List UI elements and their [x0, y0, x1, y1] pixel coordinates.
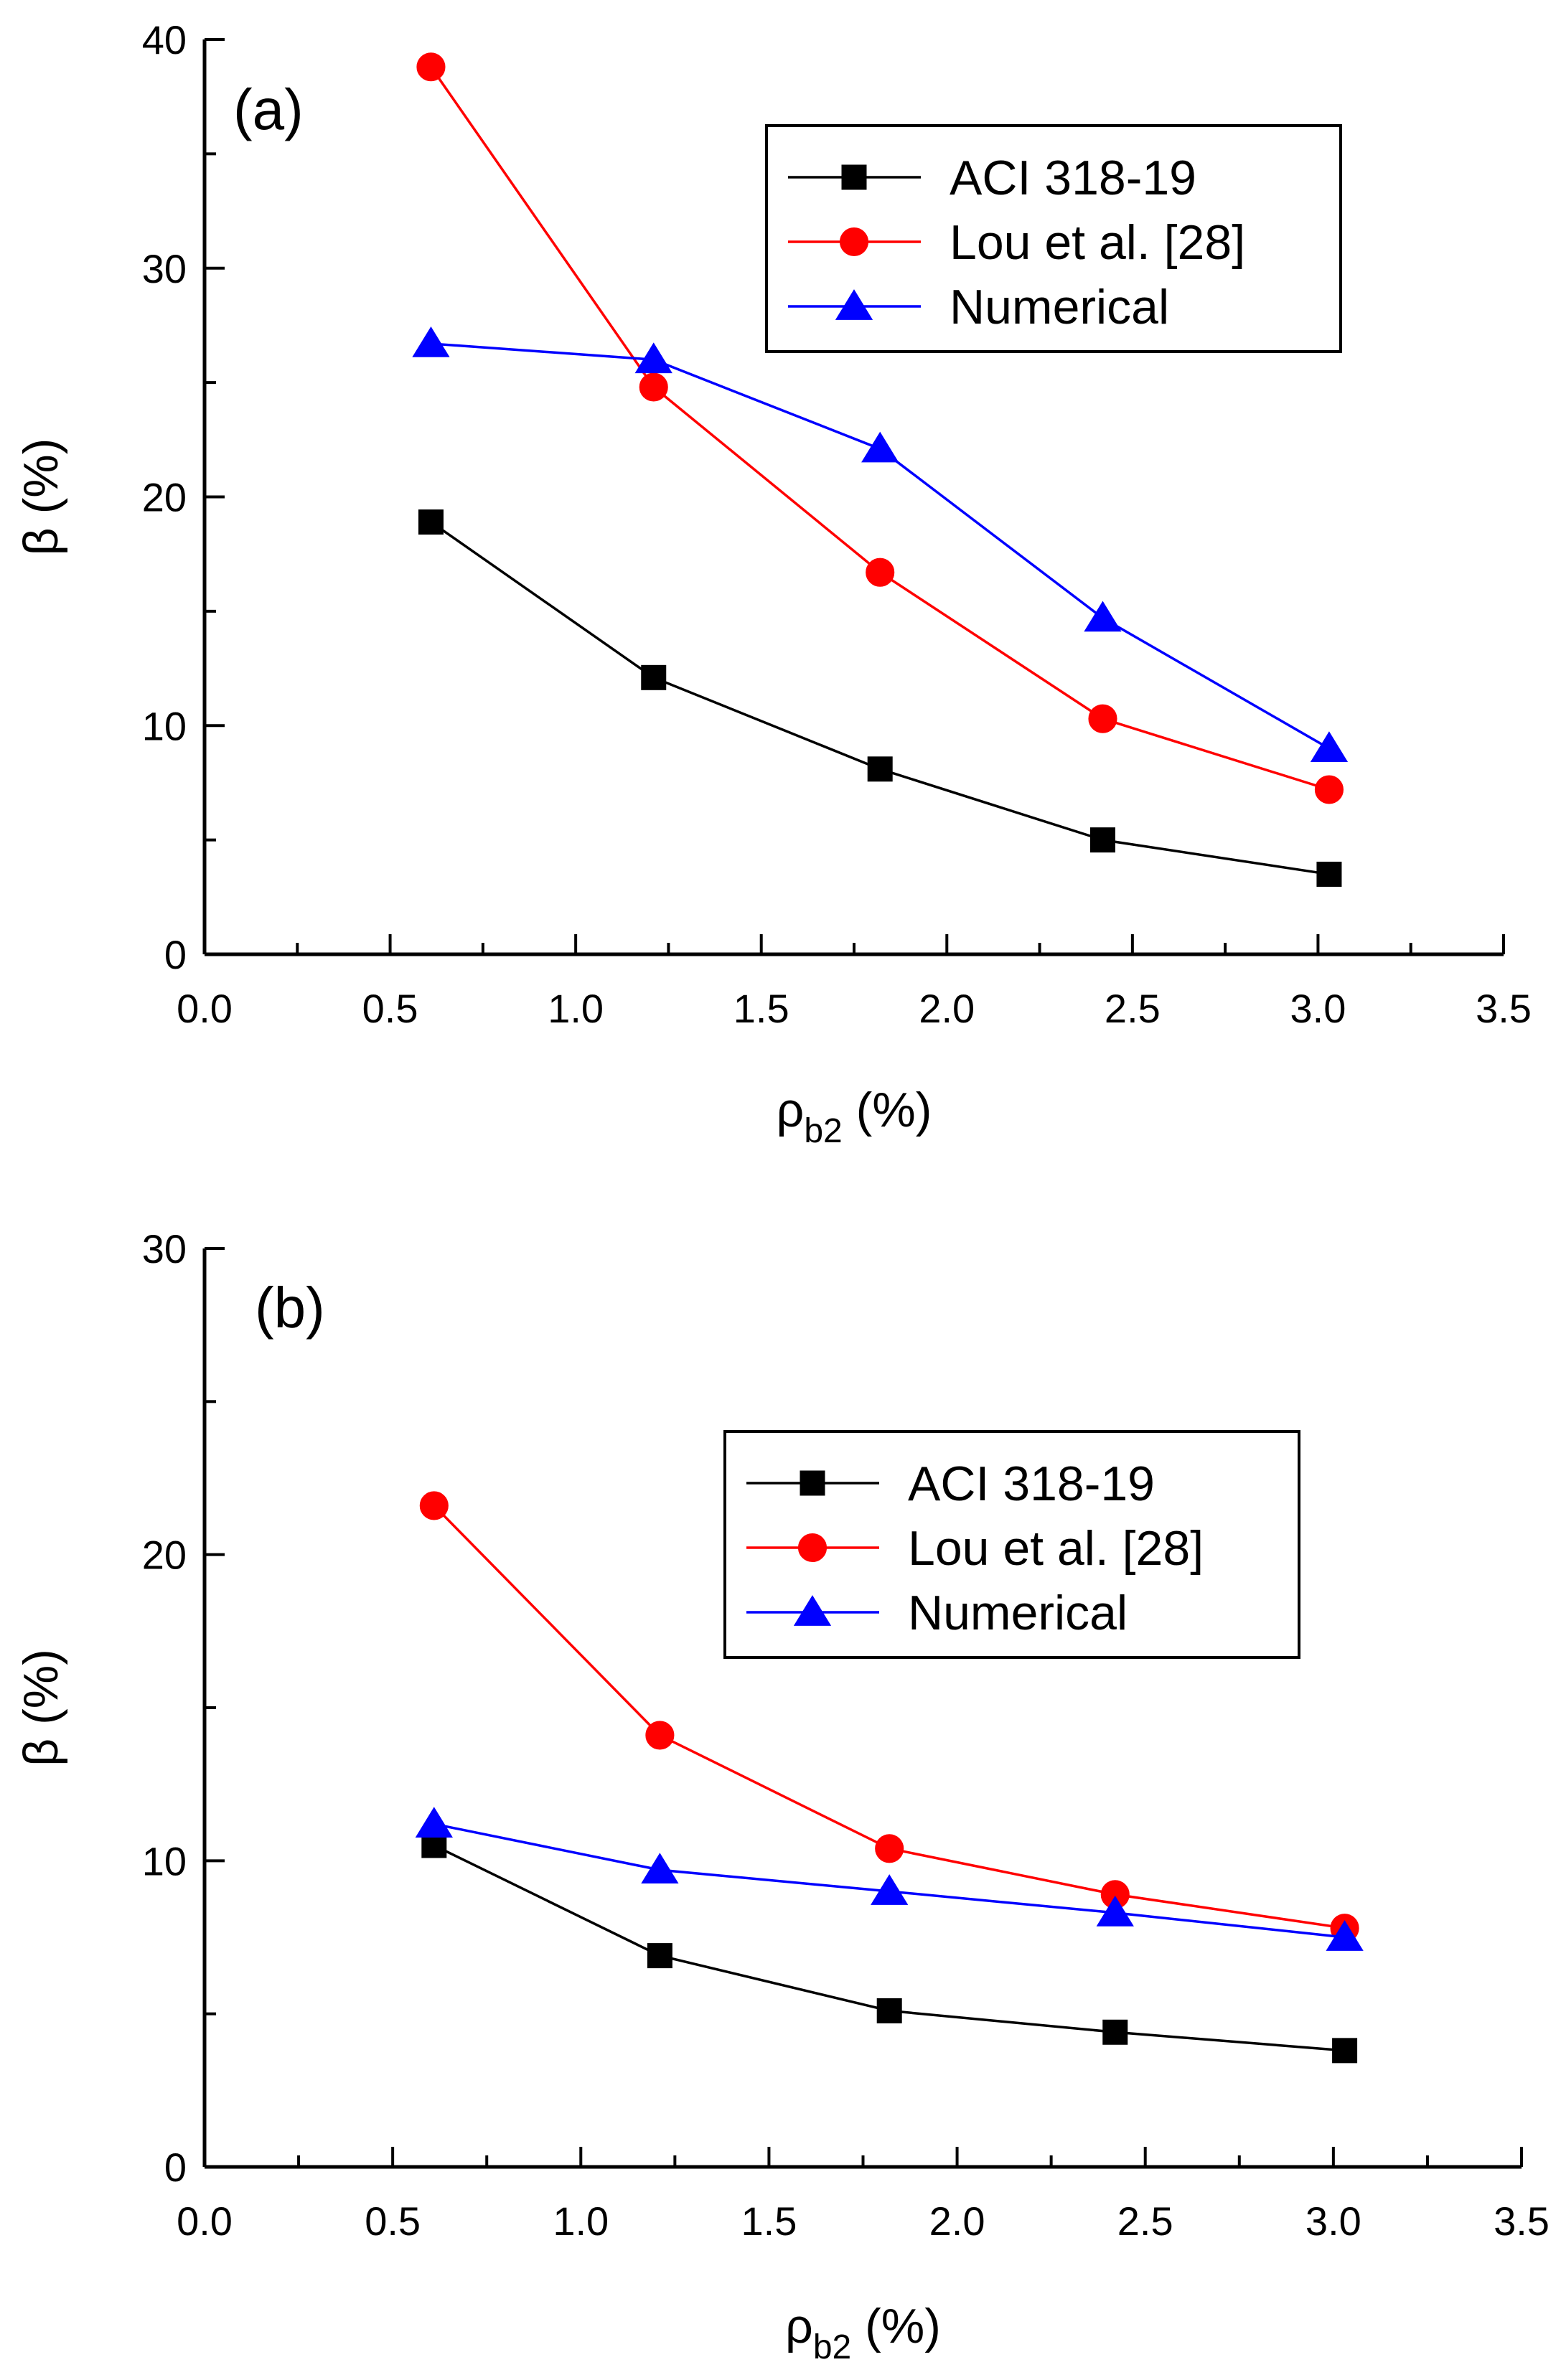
data-point: [1084, 601, 1122, 632]
y-tick-label: 0: [164, 2145, 187, 2190]
data-point: [875, 1834, 904, 1863]
y-tick-label: 10: [142, 1838, 187, 1883]
legend-marker: [800, 1470, 825, 1496]
chart-panel-b: 0.0 0.5 1.0 1.5 2.0 2.5 3.0 3.5 0 10 20 30 ρb2 (%) β …: [14, 1226, 1550, 2366]
series-lou-et-al-28: [416, 52, 1344, 804]
data-point: [1316, 861, 1342, 887]
chart-panel-a: 0.0 0.5 1.0 1.5 2.0 2.5 3.0 3.5 0 10 20 30 40 ρb2 (%)…: [14, 17, 1532, 1150]
x-tick-label: 2.5: [1105, 986, 1161, 1031]
x-tick-label: 2.5: [1117, 2198, 1173, 2244]
data-point: [641, 1853, 679, 1883]
data-point: [418, 509, 444, 535]
data-point: [1332, 2038, 1358, 2064]
series-numerical: [412, 326, 1349, 762]
legend-entry: ACI 318-19: [950, 151, 1196, 205]
x-tick-label: 2.0: [919, 986, 975, 1031]
data-point: [867, 756, 893, 782]
data-point: [871, 1874, 909, 1905]
legend-entry: ACI 318-19: [908, 1457, 1155, 1511]
y-tick-label: 20: [142, 1533, 187, 1578]
y-tick-label: 10: [142, 703, 187, 748]
x-tick-label: 0.0: [177, 986, 233, 1031]
x-tick-label: 1.5: [741, 2198, 797, 2244]
data-point: [1088, 704, 1117, 733]
data-point: [416, 52, 446, 82]
data-point: [1326, 1920, 1364, 1951]
y-tick-label: 0: [164, 932, 187, 977]
legend-entry: Lou et al. [28]: [950, 215, 1245, 270]
series-line: [431, 342, 1330, 750]
data-point: [639, 372, 668, 402]
x-tick-label: 3.5: [1476, 986, 1532, 1031]
x-tick-label: 3.0: [1290, 986, 1346, 1031]
legend-marker: [835, 289, 873, 320]
series-aci-318-19: [421, 1833, 1358, 2064]
legend-marker: [841, 164, 867, 190]
x-tick-label: 0.5: [362, 986, 418, 1031]
x-tick-label: 1.0: [553, 2198, 609, 2244]
x-tick-label: 0.5: [365, 2198, 421, 2244]
data-point: [1096, 1895, 1134, 1927]
x-tick-label: 0.0: [177, 2198, 233, 2244]
data-point: [419, 1491, 449, 1520]
data-point: [647, 1943, 672, 1969]
data-point: [1102, 2019, 1128, 2045]
series-numerical: [415, 1807, 1364, 1951]
data-point: [1314, 775, 1344, 804]
x-axis-title: ρb2 (%): [777, 1083, 932, 1150]
x-tick-label: 3.5: [1494, 2198, 1550, 2244]
legend-marker: [797, 1533, 828, 1563]
x-tick-label: 3.0: [1305, 2198, 1361, 2244]
y-axis-title: β (%): [14, 438, 68, 556]
legend-marker: [839, 227, 869, 257]
legend-entry: Lou et al. [28]: [908, 1521, 1204, 1576]
data-point: [1310, 731, 1349, 762]
y-axis-title: β (%): [14, 1649, 68, 1767]
data-point: [1089, 827, 1115, 853]
legend-marker: [793, 1595, 832, 1626]
panel-label: (a): [233, 77, 304, 141]
y-tick-label: 30: [142, 246, 187, 291]
y-tick-label: 40: [142, 17, 187, 62]
data-point: [866, 558, 895, 587]
data-point: [412, 326, 450, 357]
data-point: [876, 1998, 902, 2023]
x-tick-label: 1.5: [733, 986, 789, 1031]
legend-entry: Numerical: [950, 280, 1169, 334]
x-tick-label: 1.0: [548, 986, 604, 1031]
series-aci-318-19: [418, 509, 1342, 887]
panel-label: (b): [255, 1276, 325, 1340]
data-point: [645, 1721, 675, 1750]
data-point: [415, 1807, 453, 1838]
data-point: [641, 664, 667, 690]
data-point: [634, 342, 672, 374]
y-tick-label: 30: [142, 1226, 187, 1271]
x-axis-title: ρb2 (%): [785, 2299, 941, 2366]
data-point: [861, 431, 899, 463]
y-tick-label: 20: [142, 475, 187, 520]
legend: ACI 318-19 Lou et al. [28] Numerical: [723, 1430, 1300, 1659]
legend: ACI 318-19 Lou et al. [28] Numerical: [765, 124, 1342, 353]
x-tick-label: 2.0: [929, 2198, 985, 2244]
legend-entry: Numerical: [908, 1586, 1128, 1640]
